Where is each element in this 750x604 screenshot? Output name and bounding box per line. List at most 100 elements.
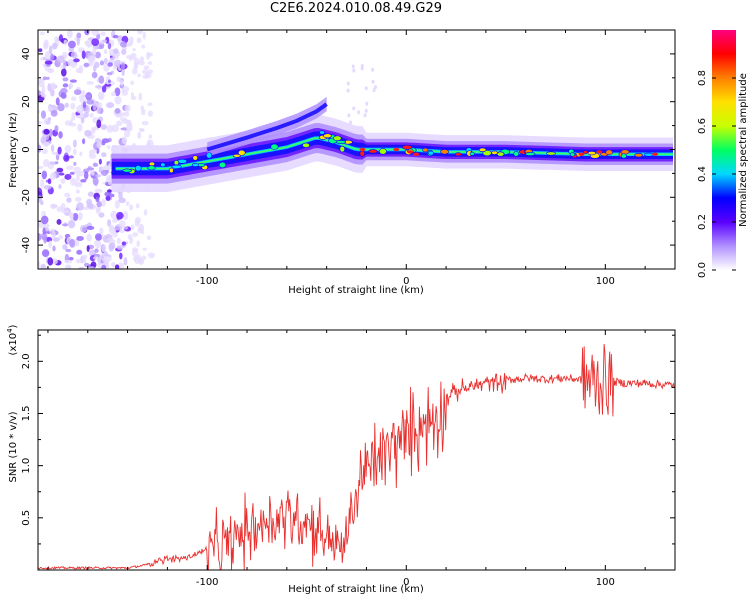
noise-speckle [88,153,97,159]
spectrogram-axes: -100 0 100 -40 -20 0 20 40 [21,29,675,287]
noise-speckle [117,262,124,269]
noise-speckle [38,165,44,170]
ridge-blob [169,167,174,174]
noise-speckle [131,68,138,75]
ridge-blob [218,161,227,169]
noise-speckle [63,154,70,162]
noise-speckle [106,72,113,76]
noise-speckle [40,215,49,225]
noise-speckle [81,50,86,60]
noise-speckle [91,71,98,79]
noise-speckle [68,155,75,159]
noise-speckle [132,248,139,257]
ridge-blob [192,155,199,161]
noise-speckle [40,263,47,269]
ridge-blob [525,151,536,157]
noise-speckle [107,176,113,186]
noise-speckle [68,256,74,261]
noise-speckle [57,146,62,155]
ridge-blob [270,143,279,150]
noise-speckle [48,240,52,249]
ridge-blob [339,145,346,153]
noise-speckle [47,257,54,266]
noise-speckle [73,89,82,96]
spectrogram-y-tick-label: 40 [21,48,32,61]
noise-speckle [352,68,356,73]
noise-speckle [77,123,83,132]
noise-speckle [40,94,47,98]
ridge-blob [122,168,132,173]
ridge-hotspot [596,150,603,154]
noise-speckle [62,83,69,88]
noise-speckle [62,244,68,251]
ridge-branch [206,102,328,152]
noise-speckle [68,40,76,49]
noise-speckle [100,124,107,130]
noise-speckle [132,47,136,52]
colorbar-tick-label: 0.2 [697,214,708,230]
ridge-blob [428,150,434,156]
noise-speckle [94,51,101,59]
noise-speckle [139,56,145,62]
noise-speckle [137,73,141,78]
noise-speckle [45,227,50,232]
noise-speckle [103,255,112,262]
noise-speckle [58,131,63,139]
ridge-hotspot [393,147,400,152]
colorbar-tick-label: 0.8 [697,70,708,86]
noise-speckle [72,148,77,156]
noise-speckle [97,101,103,109]
noise-speckle [112,34,119,39]
noise-speckle [96,119,102,129]
noise-speckle [147,110,153,117]
noise-speckle [119,229,125,234]
noise-speckle [86,99,95,105]
noise-speckle [39,200,44,206]
noise-speckle [106,145,111,150]
noise-speckle [91,30,100,36]
colorbar-gradient [712,30,736,270]
noise-speckle [76,235,84,241]
noise-speckle [351,64,355,69]
spectrogram-x-tick-label: -100 [196,276,219,287]
ridge-blob [583,150,588,155]
ridge-blob [401,144,413,150]
ridge-blob [478,147,487,153]
noise-speckle [357,110,361,115]
noise-speckle [114,59,122,68]
noise-speckle [110,91,116,97]
noise-speckle [76,173,80,182]
noise-speckle [92,126,96,134]
svg-text:(x104): (x104) [6,324,19,355]
noise-speckle [107,79,111,84]
noise-speckle [64,264,72,269]
ridge-blob [378,148,387,155]
noise-speckle [51,230,56,240]
noise-speckle [108,226,117,235]
ridge-blob [368,149,378,154]
noise-speckle [114,200,120,209]
noise-speckle [118,112,124,118]
noise-speckle [138,60,145,66]
noise-speckle [127,41,133,46]
noise-speckle [116,76,122,83]
noise-speckle [121,241,126,246]
noise-speckle [38,233,42,242]
noise-speckle [80,178,87,183]
noise-speckle [56,219,62,225]
noise-speckle [78,170,84,177]
noise-speckle [114,87,121,97]
noise-speckle [102,235,111,243]
noise-speckle [101,138,110,144]
noise-speckle [101,244,107,253]
snr-scale-exponent: 4 [6,328,14,333]
noise-speckle [120,41,128,48]
noise-speckle [54,36,59,43]
noise-speckle [38,48,43,53]
noise-speckle [112,232,118,238]
noise-speckle [38,261,41,269]
noise-speckle [62,223,69,227]
noise-speckle [76,202,84,211]
noise-speckle [60,178,66,184]
noise-speckle [371,67,375,72]
